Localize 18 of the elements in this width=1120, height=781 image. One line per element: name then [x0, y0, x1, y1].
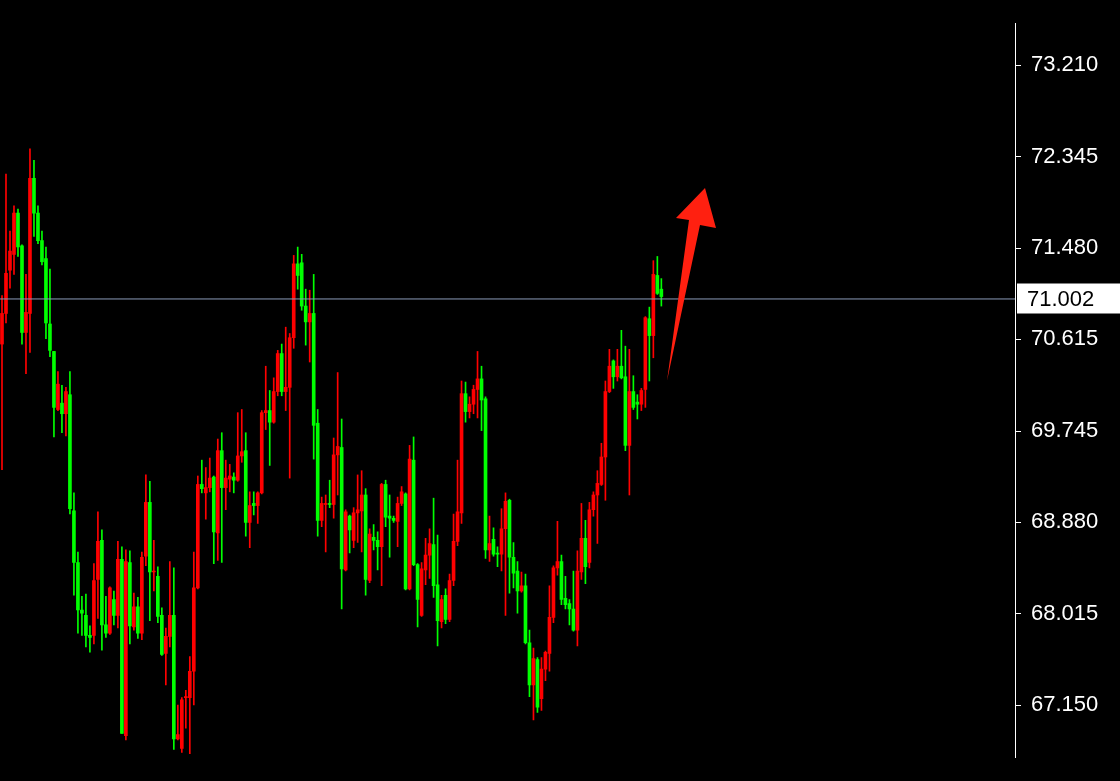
candlestick — [267, 390, 272, 466]
candlestick — [231, 472, 236, 494]
candlestick — [199, 459, 204, 494]
y-tick-label: 73.210 — [1031, 51, 1099, 77]
candlestick — [307, 289, 312, 363]
candlestick — [60, 384, 64, 434]
candlestick — [223, 459, 228, 511]
y-tick-label: 69.745 — [1031, 417, 1099, 443]
candlestick — [251, 491, 256, 516]
y-tick-label: 71.480 — [1031, 234, 1099, 260]
candlestick — [327, 479, 332, 508]
candlestick — [323, 494, 328, 553]
y-tick-label: 68.880 — [1031, 508, 1099, 534]
ref-line-label: 71.002 — [1027, 285, 1095, 311]
y-tick-label: 70.615 — [1031, 325, 1099, 351]
y-tick-label: 67.150 — [1031, 691, 1099, 717]
y-tick-label: 72.345 — [1031, 142, 1099, 168]
y-tick-label: 68.015 — [1031, 599, 1099, 625]
